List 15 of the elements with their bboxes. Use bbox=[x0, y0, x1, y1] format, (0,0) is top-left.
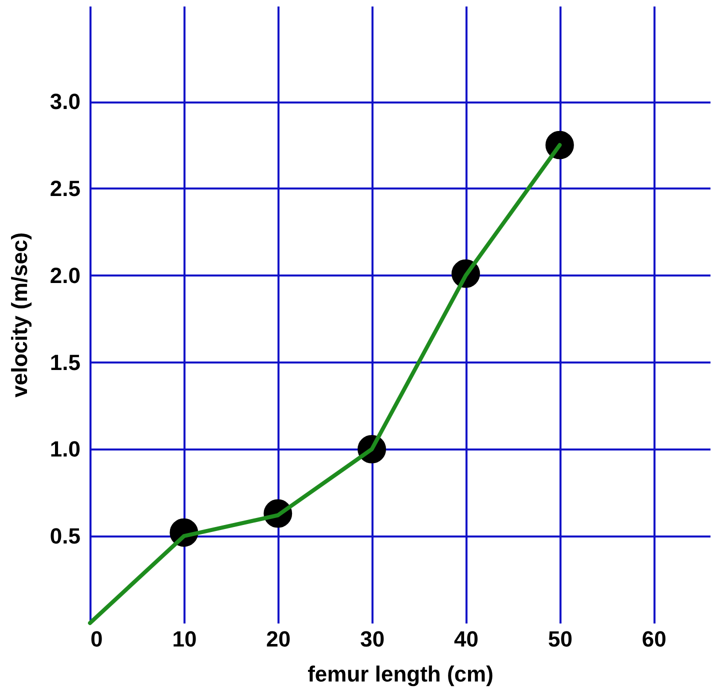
x-tick-label: 40 bbox=[454, 626, 478, 652]
x-tick-label: 20 bbox=[266, 626, 291, 652]
y-tick-label: 1.5 bbox=[50, 350, 80, 375]
y-tick-label: 2.0 bbox=[50, 262, 80, 288]
y-tick-label: 2.5 bbox=[50, 176, 80, 201]
x-tick-label: 60 bbox=[642, 626, 666, 652]
x-axis-title: femur length (cm) bbox=[308, 662, 494, 686]
x-tick-label: 10 bbox=[172, 626, 197, 652]
y-tick-label: 0.5 bbox=[50, 524, 80, 549]
y-tick-label: 1.0 bbox=[50, 436, 80, 462]
y-tick-label: 3.0 bbox=[50, 89, 80, 114]
x-tick-label: 0 bbox=[90, 626, 103, 652]
x-tick-label: 30 bbox=[360, 626, 385, 652]
x-tick-label: 50 bbox=[548, 626, 572, 652]
y-axis-title: velocity (m/sec) bbox=[6, 232, 32, 398]
